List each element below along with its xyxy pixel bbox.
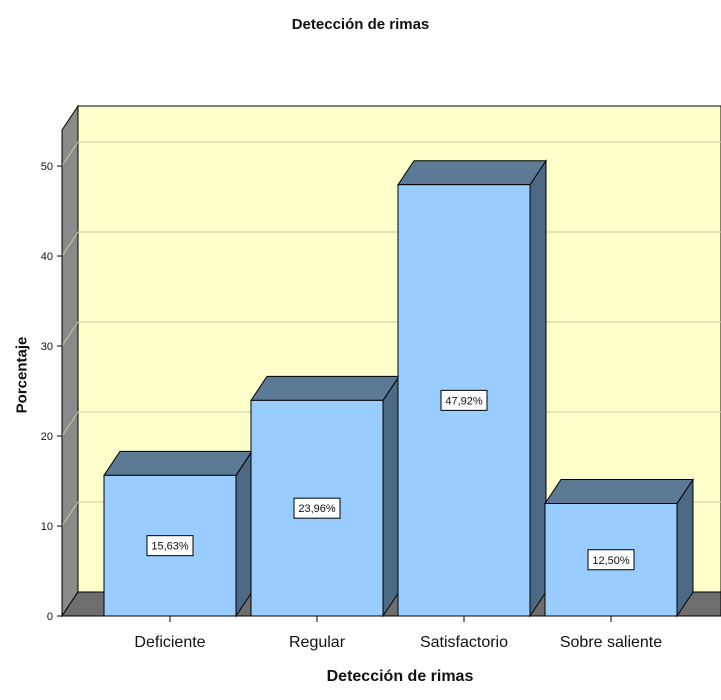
x-axis: Deficiente Regular Satisfactorio Sobre sali… (62, 615, 721, 651)
bar-side (529, 159, 547, 618)
gridline (61, 141, 721, 167)
bar-top (397, 160, 547, 186)
data-label-box (587, 549, 635, 571)
y-tick-label: 50 (41, 161, 53, 173)
bar-regular: 23,96% (250, 374, 400, 618)
bar-deficiente: 15,63% (103, 449, 253, 618)
data-label: 23,96% (298, 503, 336, 515)
data-label-box (440, 389, 488, 411)
data-label: 12,50% (592, 555, 630, 567)
y-tick-label: 30 (41, 341, 53, 353)
chart-title: Detección de rimas (291, 16, 430, 33)
y-axis: 0 10 20 30 40 50 (41, 130, 63, 623)
bar-side (235, 449, 253, 618)
data-label-box (293, 497, 341, 519)
x-axis-title: Detección de rimas (326, 668, 474, 685)
data-label: 15,63% (151, 541, 189, 553)
bar-satisfactorio: 47,92% (397, 159, 547, 618)
y-tick-label: 0 (47, 611, 53, 623)
x-tick-label: Regular (289, 634, 346, 651)
x-tick-label: Satisfactorio (420, 634, 508, 651)
bar-top (544, 479, 694, 504)
bar-side (382, 374, 400, 618)
y-tick-label: 40 (41, 251, 53, 263)
bar-top (250, 375, 400, 401)
x-tick-label: Deficiente (134, 634, 205, 651)
bars: 15,63% 23,96% 47,92% 12,50% (103, 159, 694, 618)
data-label-box (146, 535, 194, 557)
y-tick-label: 20 (41, 431, 53, 443)
side-wall (61, 104, 79, 618)
bar-top (103, 450, 253, 476)
bar-sobre-saliente: 12,50% (544, 477, 694, 618)
y-tick-label: 10 (41, 521, 53, 533)
data-label: 47,92% (445, 395, 483, 407)
x-tick-label: Sobre saliente (560, 634, 662, 651)
